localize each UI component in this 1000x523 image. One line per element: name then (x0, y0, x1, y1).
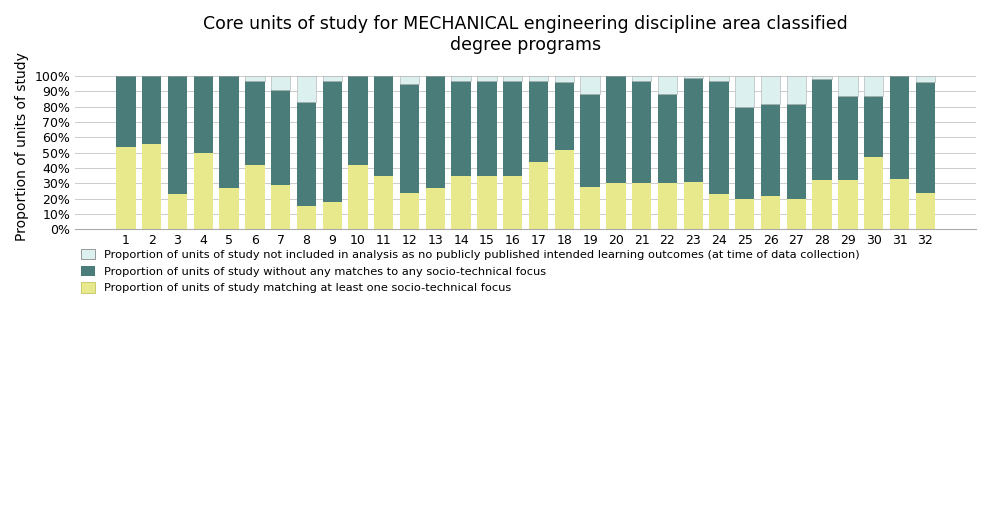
Bar (580, 187, 600, 230)
Bar (142, 143, 161, 230)
Bar (632, 184, 651, 230)
Bar (245, 76, 265, 81)
Bar (297, 102, 316, 207)
Bar (787, 76, 806, 104)
Bar (658, 94, 677, 184)
Bar (684, 77, 703, 182)
Bar (194, 76, 213, 153)
Bar (400, 192, 419, 230)
Bar (451, 76, 471, 81)
Bar (426, 188, 445, 230)
Bar (735, 107, 754, 199)
Bar (735, 199, 754, 230)
Bar (812, 79, 832, 180)
Bar (451, 176, 471, 230)
Bar (555, 82, 574, 150)
Y-axis label: Proportion of units of study: Proportion of units of study (15, 52, 29, 241)
Bar (658, 76, 677, 94)
Bar (142, 76, 161, 143)
Bar (116, 76, 136, 146)
Bar (168, 76, 187, 194)
Bar (168, 194, 187, 230)
Bar (812, 76, 832, 79)
Bar (787, 104, 806, 199)
Bar (787, 199, 806, 230)
Bar (323, 81, 342, 202)
Bar (709, 76, 729, 81)
Bar (838, 180, 858, 230)
Bar (426, 76, 445, 188)
Bar (297, 76, 316, 102)
Bar (916, 82, 935, 192)
Bar (529, 76, 548, 81)
Bar (323, 202, 342, 230)
Bar (555, 150, 574, 230)
Bar (477, 76, 497, 81)
Bar (116, 146, 136, 230)
Bar (838, 76, 858, 96)
Bar (580, 76, 600, 94)
Bar (916, 76, 935, 82)
Bar (529, 81, 548, 162)
Bar (632, 76, 651, 81)
Bar (529, 162, 548, 230)
Bar (890, 76, 909, 179)
Bar (348, 165, 368, 230)
Bar (271, 76, 290, 90)
Bar (580, 94, 600, 187)
Bar (761, 76, 780, 104)
Bar (477, 176, 497, 230)
Bar (555, 76, 574, 82)
Bar (271, 185, 290, 230)
Bar (503, 76, 522, 81)
Bar (503, 176, 522, 230)
Bar (503, 81, 522, 176)
Bar (400, 84, 419, 192)
Bar (606, 76, 626, 184)
Bar (348, 76, 368, 165)
Bar (890, 179, 909, 230)
Bar (658, 184, 677, 230)
Bar (323, 76, 342, 81)
Bar (194, 153, 213, 230)
Bar (916, 192, 935, 230)
Bar (684, 182, 703, 230)
Bar (297, 207, 316, 230)
Bar (245, 81, 265, 165)
Bar (271, 90, 290, 185)
Bar (735, 76, 754, 107)
Bar (864, 96, 883, 157)
Bar (219, 76, 239, 188)
Bar (864, 76, 883, 96)
Bar (812, 180, 832, 230)
Bar (709, 194, 729, 230)
Bar (864, 157, 883, 230)
Bar (400, 76, 419, 84)
Legend: Proportion of units of study not included in analysis as no publicly published i: Proportion of units of study not include… (81, 249, 859, 293)
Bar (709, 81, 729, 194)
Title: Core units of study for MECHANICAL engineering discipline area classified
degree: Core units of study for MECHANICAL engin… (203, 15, 848, 54)
Bar (245, 165, 265, 230)
Bar (374, 76, 393, 176)
Bar (632, 81, 651, 184)
Bar (451, 81, 471, 176)
Bar (838, 96, 858, 180)
Bar (684, 76, 703, 77)
Bar (477, 81, 497, 176)
Bar (761, 196, 780, 230)
Bar (374, 176, 393, 230)
Bar (606, 184, 626, 230)
Bar (219, 188, 239, 230)
Bar (761, 104, 780, 196)
